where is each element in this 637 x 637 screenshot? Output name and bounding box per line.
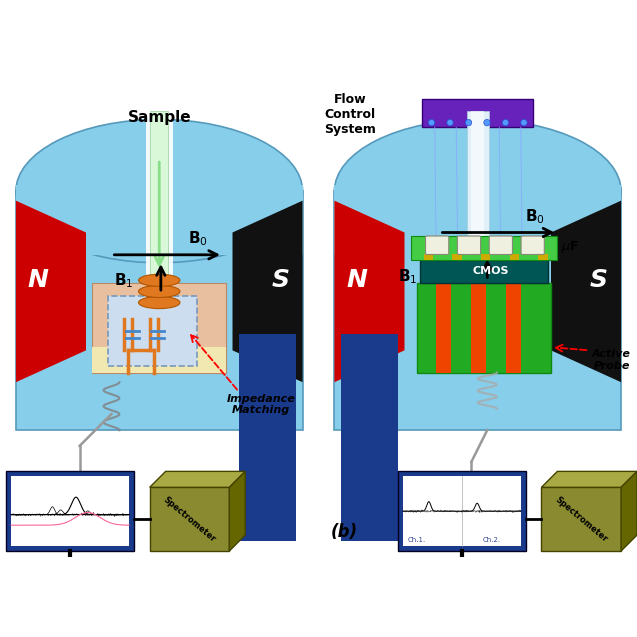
Circle shape bbox=[465, 120, 471, 125]
Bar bbox=[452, 254, 462, 260]
Bar bbox=[420, 260, 548, 283]
Polygon shape bbox=[334, 201, 404, 382]
Bar bbox=[150, 487, 229, 551]
Text: N: N bbox=[347, 268, 367, 292]
Circle shape bbox=[521, 120, 527, 125]
Bar bbox=[506, 283, 521, 373]
Bar bbox=[436, 283, 451, 373]
Bar bbox=[334, 191, 621, 430]
Bar bbox=[92, 283, 226, 373]
Bar bbox=[108, 296, 197, 366]
Text: N: N bbox=[28, 268, 48, 292]
Text: S: S bbox=[590, 268, 608, 292]
Ellipse shape bbox=[139, 275, 180, 287]
Bar bbox=[538, 254, 548, 260]
FancyBboxPatch shape bbox=[457, 236, 480, 255]
Bar bbox=[11, 476, 129, 547]
Bar bbox=[150, 111, 168, 334]
Polygon shape bbox=[16, 201, 86, 382]
Text: Sample: Sample bbox=[127, 110, 191, 125]
Bar bbox=[411, 236, 557, 260]
Bar bbox=[541, 487, 621, 551]
Ellipse shape bbox=[139, 285, 180, 297]
Bar bbox=[6, 471, 134, 551]
Bar bbox=[466, 111, 489, 334]
Polygon shape bbox=[229, 471, 245, 551]
Circle shape bbox=[484, 120, 490, 125]
Bar bbox=[417, 283, 551, 373]
Polygon shape bbox=[541, 471, 637, 487]
Bar bbox=[471, 111, 484, 334]
Bar bbox=[422, 99, 534, 127]
Bar bbox=[92, 347, 226, 373]
Bar bbox=[510, 254, 519, 260]
Circle shape bbox=[502, 120, 508, 125]
Bar bbox=[424, 254, 433, 260]
FancyBboxPatch shape bbox=[426, 236, 448, 255]
Bar bbox=[334, 185, 621, 255]
Text: Spectrometer: Spectrometer bbox=[162, 495, 217, 543]
FancyBboxPatch shape bbox=[521, 236, 544, 255]
Ellipse shape bbox=[139, 297, 180, 309]
Bar bbox=[16, 191, 303, 430]
Ellipse shape bbox=[16, 120, 303, 263]
Bar bbox=[403, 476, 521, 547]
Text: B$_1$: B$_1$ bbox=[398, 268, 417, 287]
Circle shape bbox=[447, 120, 454, 125]
Text: B$_1$: B$_1$ bbox=[115, 271, 134, 290]
Bar bbox=[341, 334, 398, 541]
Ellipse shape bbox=[334, 120, 621, 263]
Text: Ch.1.: Ch.1. bbox=[408, 538, 426, 543]
FancyBboxPatch shape bbox=[489, 236, 512, 255]
Text: Ch.2.: Ch.2. bbox=[482, 538, 500, 543]
Bar bbox=[239, 334, 296, 541]
Polygon shape bbox=[551, 201, 621, 382]
Polygon shape bbox=[621, 471, 637, 551]
Text: CMOS: CMOS bbox=[472, 266, 509, 276]
Bar bbox=[146, 111, 173, 318]
Text: B$_0$: B$_0$ bbox=[187, 229, 208, 248]
Text: Flow
Control
System: Flow Control System bbox=[324, 93, 376, 136]
Bar bbox=[481, 254, 490, 260]
Circle shape bbox=[428, 120, 435, 125]
Bar bbox=[16, 185, 303, 255]
Text: Active
Probe: Active Probe bbox=[592, 349, 631, 371]
Bar bbox=[398, 471, 526, 551]
Text: $\mu$F: $\mu$F bbox=[561, 239, 579, 255]
Text: Impedance
Matching: Impedance Matching bbox=[227, 394, 296, 415]
Polygon shape bbox=[150, 471, 245, 487]
Text: B$_0$: B$_0$ bbox=[525, 207, 545, 226]
Bar bbox=[471, 283, 485, 373]
Text: Spectrometer: Spectrometer bbox=[554, 495, 609, 543]
Polygon shape bbox=[233, 201, 303, 382]
Text: S: S bbox=[271, 268, 289, 292]
Text: (b): (b) bbox=[331, 523, 357, 541]
